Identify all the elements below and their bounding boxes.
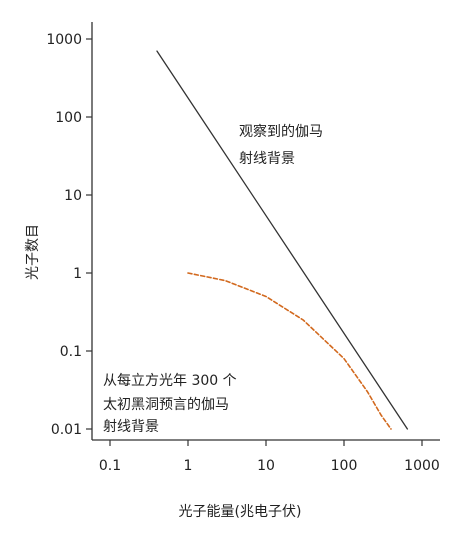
- y-axis-label: 光子数目: [25, 224, 41, 280]
- x-tick-label-2: 10: [257, 458, 275, 474]
- x-tick-label-3: 100: [331, 458, 358, 474]
- annotation-observed: 观察到的伽马 射线背景: [239, 123, 323, 167]
- x-axis-label: 光子能量(兆电子伏): [179, 504, 302, 520]
- annotation-observed-line-1: 观察到的伽马: [239, 123, 323, 140]
- x-tick-label-4: 1000: [404, 458, 440, 474]
- annotation-predicted: 从每立方光年 300 个 太初黑洞预言的伽马 射线背景: [103, 373, 237, 435]
- y-tick-label-1: 0.1: [60, 344, 82, 360]
- y-tick-label-3: 10: [64, 188, 82, 204]
- series-layer: [156, 50, 409, 430]
- y-tick-label-0: 0.01: [51, 422, 82, 438]
- y-ticks: 0.01 0.1 1 10 100 1000: [46, 32, 92, 438]
- series-line-1: [187, 272, 392, 430]
- annotation-predicted-line-1: 从每立方光年 300 个: [103, 373, 237, 389]
- x-tick-label-1: 1: [184, 458, 193, 474]
- x-ticks: 0.1 1 10 100 1000: [99, 440, 440, 474]
- y-tick-label-4: 100: [55, 110, 82, 126]
- annotation-predicted-line-3: 射线背景: [103, 419, 159, 435]
- series-line-0: [156, 50, 409, 430]
- annotation-observed-line-2: 射线背景: [239, 151, 295, 167]
- y-tick-label-5: 1000: [46, 32, 82, 48]
- x-tick-label-0: 0.1: [99, 458, 121, 474]
- annotation-predicted-line-2: 太初黑洞预言的伽马: [103, 396, 229, 413]
- y-tick-label-2: 1: [73, 266, 82, 282]
